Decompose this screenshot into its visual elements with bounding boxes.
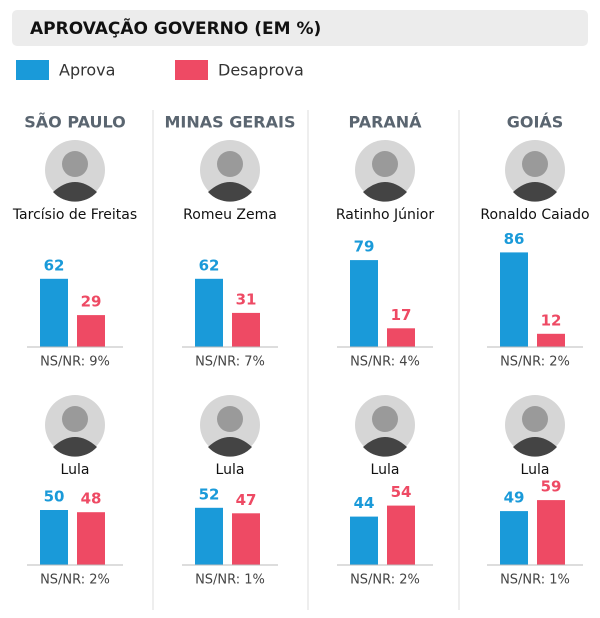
state-title: SÃO PAULO — [24, 113, 125, 132]
value-label: 12 — [541, 311, 562, 329]
bar — [232, 312, 260, 347]
chart-title: APROVAÇÃO GOVERNO (EM %) — [30, 16, 321, 39]
legend-label: Aprova — [59, 61, 115, 80]
bar — [77, 315, 105, 347]
bar — [387, 505, 415, 565]
note: NS/NR: 1% — [195, 573, 265, 588]
value-label: 52 — [199, 485, 220, 503]
state-title: GOIÁS — [507, 113, 564, 132]
note: NS/NR: 4% — [350, 355, 420, 370]
avatar-head — [522, 406, 548, 432]
avatar-body — [208, 437, 252, 457]
person-name: Lula — [216, 462, 245, 478]
note: NS/NR: 2% — [40, 573, 110, 588]
bar — [195, 278, 223, 347]
avatar-body — [363, 437, 407, 457]
avatar-head — [217, 406, 243, 432]
bar — [537, 500, 565, 565]
avatar-head — [372, 151, 398, 177]
value-label: 62 — [199, 256, 220, 274]
bar — [40, 510, 68, 565]
value-label: 49 — [504, 489, 525, 507]
value-label: 48 — [81, 490, 102, 508]
value-label: 44 — [354, 494, 375, 512]
header-bar — [12, 10, 588, 46]
avatar-head — [62, 406, 88, 432]
legend-swatch — [175, 60, 208, 80]
value-label: 31 — [236, 290, 257, 308]
note: NS/NR: 2% — [500, 355, 570, 370]
person-name: Ratinho Júnior — [336, 207, 434, 223]
note: NS/NR: 1% — [500, 573, 570, 588]
legend-label: Desaprova — [218, 61, 304, 80]
bar — [232, 513, 260, 565]
bar — [77, 512, 105, 565]
bar — [350, 516, 378, 565]
bar — [40, 278, 68, 347]
value-label: 86 — [504, 230, 525, 248]
avatar-body — [53, 437, 97, 457]
person-name: Romeu Zema — [183, 207, 277, 223]
avatar-head — [62, 151, 88, 177]
bar — [500, 252, 528, 347]
value-label: 59 — [541, 478, 562, 496]
state-title: MINAS GERAIS — [165, 113, 296, 132]
avatar-body — [363, 182, 407, 202]
person-name: Lula — [521, 462, 550, 478]
state-title: PARANÁ — [348, 113, 422, 132]
note: NS/NR: 7% — [195, 355, 265, 370]
person-name: Ronaldo Caiado — [480, 207, 589, 223]
person-name: Lula — [371, 462, 400, 478]
value-label: 50 — [44, 488, 65, 506]
avatar-body — [513, 182, 557, 202]
avatar-head — [522, 151, 548, 177]
value-label: 17 — [391, 306, 412, 324]
avatar-body — [208, 182, 252, 202]
bar — [195, 507, 223, 565]
bar — [537, 333, 565, 347]
bar — [387, 328, 415, 347]
bar — [500, 511, 528, 565]
avatar-body — [513, 437, 557, 457]
value-label: 79 — [354, 238, 375, 256]
value-label: 62 — [44, 256, 65, 274]
person-name: Lula — [61, 462, 90, 478]
value-label: 47 — [236, 491, 257, 509]
note: NS/NR: 2% — [350, 573, 420, 588]
value-label: 29 — [81, 293, 102, 311]
legend-swatch — [16, 60, 49, 80]
bar — [350, 260, 378, 347]
person-name: Tarcísio de Freitas — [12, 207, 137, 223]
avatar-head — [372, 406, 398, 432]
avatar-head — [217, 151, 243, 177]
avatar-body — [53, 182, 97, 202]
note: NS/NR: 9% — [40, 355, 110, 370]
value-label: 54 — [391, 483, 412, 501]
